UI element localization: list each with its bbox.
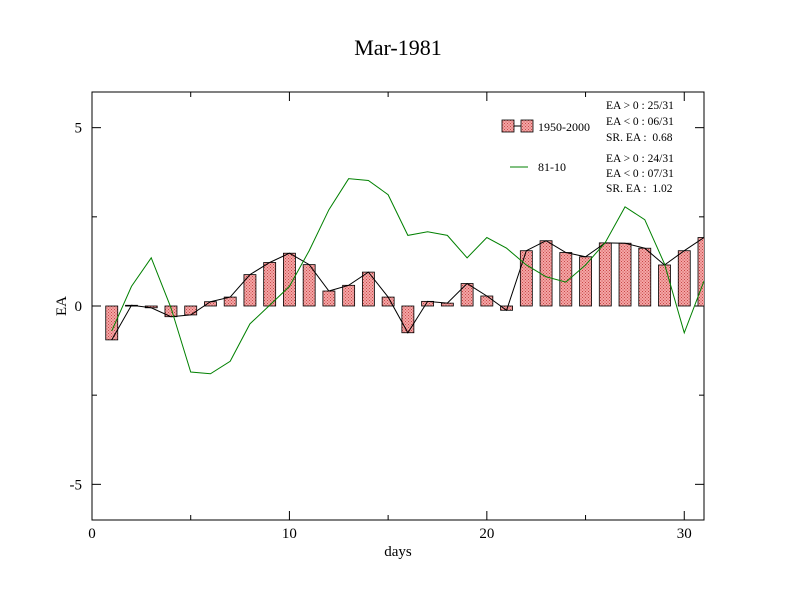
bar [105, 305, 119, 341]
bar [480, 295, 494, 307]
bar [697, 237, 704, 307]
legend-bar-swatch-left [501, 119, 515, 133]
bar [658, 264, 671, 307]
bar [677, 250, 691, 307]
legend-line-label: 81-10 [538, 160, 566, 174]
legend-bar-swatch-right [520, 119, 534, 133]
stats-block-81-10: EA > 0 : 24/31 EA < 0 : 07/31 SR. EA : 1… [606, 153, 674, 195]
bar [579, 256, 592, 307]
y-tick-label: 0 [75, 299, 83, 315]
axes: 0 10 20 30 -5 0 5 [70, 92, 704, 542]
x-tick-label: 0 [88, 526, 96, 542]
bar [204, 301, 217, 307]
x-axis-label: days [384, 544, 412, 560]
stats-block-1950-2000: EA > 0 : 25/31 EA < 0 : 06/31 SR. EA : 0… [606, 100, 674, 144]
x-tick-label: 10 [282, 526, 297, 542]
stats-line: SR. EA : 0.68 [606, 132, 673, 144]
series-line-81-10 [111, 178, 704, 375]
y-tick-label: 5 [75, 121, 83, 137]
bar [539, 240, 553, 307]
x-tick-label: 30 [677, 526, 692, 542]
bar [401, 305, 415, 334]
legend-item-bar: 1950-2000 [501, 119, 590, 134]
bar [559, 252, 573, 307]
bar [342, 284, 356, 307]
stats-line: SR. EA : 1.02 [606, 183, 673, 195]
bar [638, 247, 652, 307]
legend-bar-label: 1950-2000 [538, 120, 590, 134]
bar [322, 290, 336, 307]
stats-line: EA < 0 : 07/31 [606, 168, 674, 180]
stats-line: EA > 0 : 24/31 [606, 153, 674, 165]
x-tick-label: 20 [479, 526, 494, 542]
line-series [111, 178, 704, 375]
bar [184, 305, 198, 316]
legend-item-line: 81-10 [510, 160, 566, 174]
stats-line: EA > 0 : 25/31 [606, 100, 674, 112]
chart-title: Mar-1981 [354, 35, 442, 60]
bar [519, 250, 533, 307]
y-axis-label: EA [54, 296, 70, 316]
y-tick-label: -5 [70, 477, 83, 493]
bar-series [105, 237, 704, 341]
bar [598, 242, 612, 307]
bar [618, 242, 632, 307]
stats-line: EA < 0 : 06/31 [606, 116, 674, 128]
legend: 1950-2000 81-10 EA > 0 : 25/31 EA < 0 : … [501, 100, 674, 195]
bar [263, 262, 277, 307]
bar [460, 283, 474, 307]
